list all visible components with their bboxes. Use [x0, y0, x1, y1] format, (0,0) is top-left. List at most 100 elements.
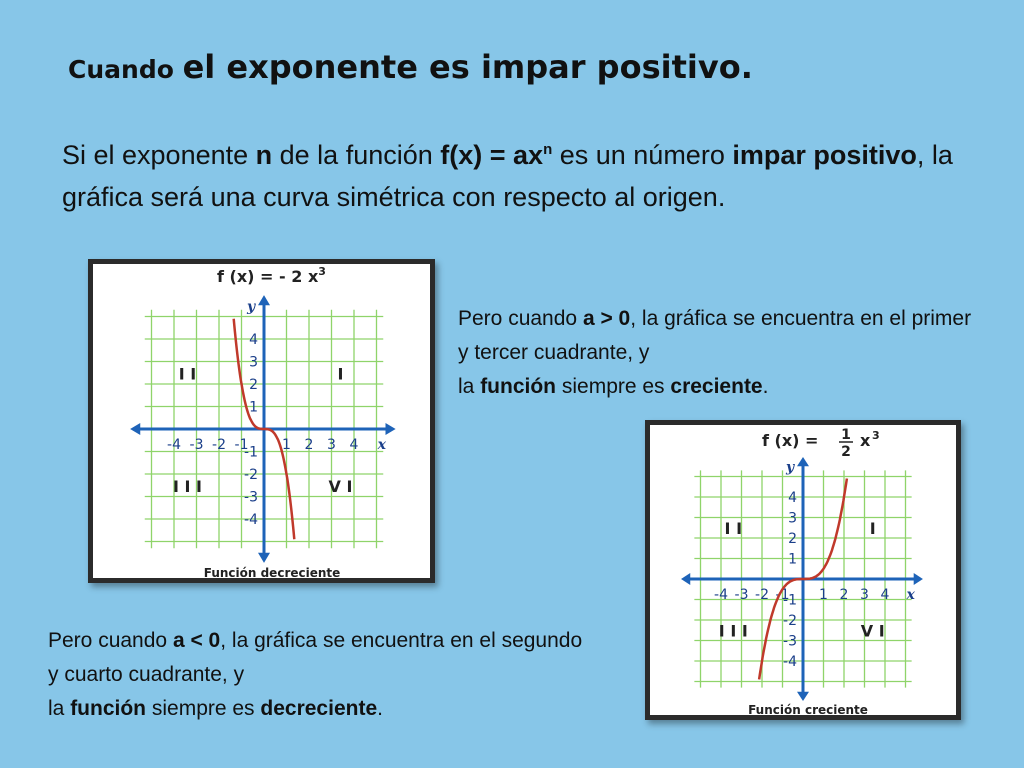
note-neg-text-3: la: [48, 697, 71, 720]
x-tick-label: 3: [860, 587, 869, 603]
x-tick-label: -3: [735, 587, 749, 603]
note-negative: Pero cuando a < 0, la gráfica se encuent…: [48, 624, 588, 726]
note-pos-text-5: .: [762, 375, 769, 398]
quadrant-label: I I I: [173, 477, 202, 496]
y-axis-arrow-bottom: [797, 691, 809, 701]
quadrant-label: V I: [861, 621, 885, 640]
quadrant-label: I I: [179, 365, 196, 384]
y-tick-label: -3: [783, 634, 797, 650]
y-tick-label: -2: [783, 613, 797, 629]
y-tick-label: 3: [249, 355, 258, 371]
intro-text-3: es un número: [552, 140, 733, 170]
y-tick-label: -1: [244, 445, 258, 461]
quadrant-label: I I: [725, 519, 742, 538]
x-tick-label: -4: [714, 587, 728, 603]
formula-exponent: 3: [318, 265, 326, 278]
intro-text-1: Si el exponente: [62, 140, 256, 170]
x-tick-label: 3: [327, 437, 336, 453]
x-tick-label: 4: [350, 437, 359, 453]
formula-prefix: f (x) =: [762, 431, 818, 450]
note-pos-text-4: siempre es: [556, 375, 671, 398]
x-tick-label: -4: [167, 437, 181, 453]
title-part-2: el exponente es impar positivo.: [182, 48, 753, 86]
note-neg-condition: a < 0: [172, 629, 221, 652]
formula-label: f (x) =: [762, 431, 818, 450]
y-axis-arrow-top: [258, 295, 270, 306]
y-tick-label: 1: [249, 400, 258, 416]
x-tick-label: 1: [819, 587, 828, 603]
x-axis-arrow-left: [681, 573, 691, 585]
x-tick-label: 1: [282, 437, 291, 453]
y-axis-name: y: [785, 459, 795, 475]
x-tick-label: -2: [212, 437, 226, 453]
formula-coef: x: [860, 431, 871, 450]
x-tick-label: 4: [881, 587, 890, 603]
x-axis-arrow-right: [913, 573, 923, 585]
x-axis-name: x: [906, 587, 916, 603]
note-neg-text-1: Pero cuando: [48, 629, 173, 652]
title-part-1: Cuando: [68, 55, 183, 84]
y-tick-label: 4: [249, 332, 258, 348]
x-tick-label: -2: [755, 587, 769, 603]
formula-numerator: 1: [841, 427, 851, 443]
y-tick-label: -3: [244, 490, 258, 506]
x-tick-label: -1: [235, 437, 249, 453]
intro-text-2: de la función: [272, 140, 441, 170]
note-pos-funcion: función: [480, 375, 557, 398]
intro-formula-base: f(x) = ax: [440, 140, 544, 170]
note-neg-funcion: función: [70, 697, 147, 720]
formula-denominator: 2: [841, 444, 851, 460]
y-tick-label: 3: [788, 511, 797, 527]
note-neg-text-2: , la gráfica se encuentra en el segundo …: [48, 629, 583, 686]
quadrant-label: I: [870, 519, 876, 538]
quadrant-label: I I I: [719, 621, 748, 640]
slide-title: Cuando el exponente es impar positivo.: [68, 48, 753, 86]
chart-caption: Función decreciente: [204, 566, 341, 578]
formula-coef: - 2 x: [279, 267, 319, 286]
y-tick-label: -4: [783, 654, 797, 670]
note-positive: Pero cuando a > 0, la gráfica se encuent…: [458, 302, 978, 404]
intro-formula: f(x) = axn: [440, 140, 552, 170]
x-axis-arrow-right: [385, 423, 396, 435]
note-neg-decreciente: decreciente: [260, 697, 378, 720]
y-axis-name: y: [246, 299, 256, 315]
note-neg-text-5: .: [377, 697, 383, 720]
function-curve: [757, 478, 849, 680]
intro-bold-n: n: [255, 140, 273, 170]
formula-prefix: f (x) =: [217, 267, 279, 286]
note-pos-condition: a > 0: [582, 307, 631, 330]
x-axis-name: x: [377, 437, 387, 453]
intro-paragraph: Si el exponente n de la función f(x) = a…: [62, 134, 962, 218]
note-pos-text-1: Pero cuando: [458, 307, 583, 330]
x-axis-arrow-left: [130, 423, 141, 435]
x-tick-label: -1: [776, 587, 790, 603]
note-pos-text-3: la: [458, 375, 481, 398]
quadrant-label: I: [338, 365, 344, 384]
x-tick-label: 2: [840, 587, 849, 603]
y-tick-label: -1: [783, 593, 797, 609]
y-axis-arrow-bottom: [258, 552, 270, 563]
note-pos-creciente: creciente: [670, 375, 763, 398]
x-tick-label: 2: [305, 437, 314, 453]
quadrant-label: V I: [329, 477, 353, 496]
intro-formula-exponent: n: [543, 141, 553, 158]
y-axis-arrow-top: [797, 457, 809, 467]
y-tick-label: 1: [788, 552, 797, 568]
intro-text-4: , la gráfica será una curva simétrica co…: [62, 140, 953, 212]
y-tick-label: 2: [249, 377, 258, 393]
formula-label: f (x) = - 2 x3: [217, 265, 326, 286]
note-pos-text-2: , la gráfica se encuentra en el primer y…: [458, 307, 972, 364]
intro-bold-impar: impar positivo: [732, 140, 917, 170]
y-tick-label: 2: [788, 531, 797, 547]
y-tick-label: -2: [244, 467, 258, 483]
y-tick-label: -4: [244, 512, 258, 528]
y-tick-label: 4: [788, 490, 797, 506]
note-neg-text-4: siempre es: [146, 697, 261, 720]
x-tick-label: -3: [190, 437, 204, 453]
chart-caption: Función creciente: [748, 703, 868, 715]
formula-exponent: 3: [872, 429, 880, 442]
